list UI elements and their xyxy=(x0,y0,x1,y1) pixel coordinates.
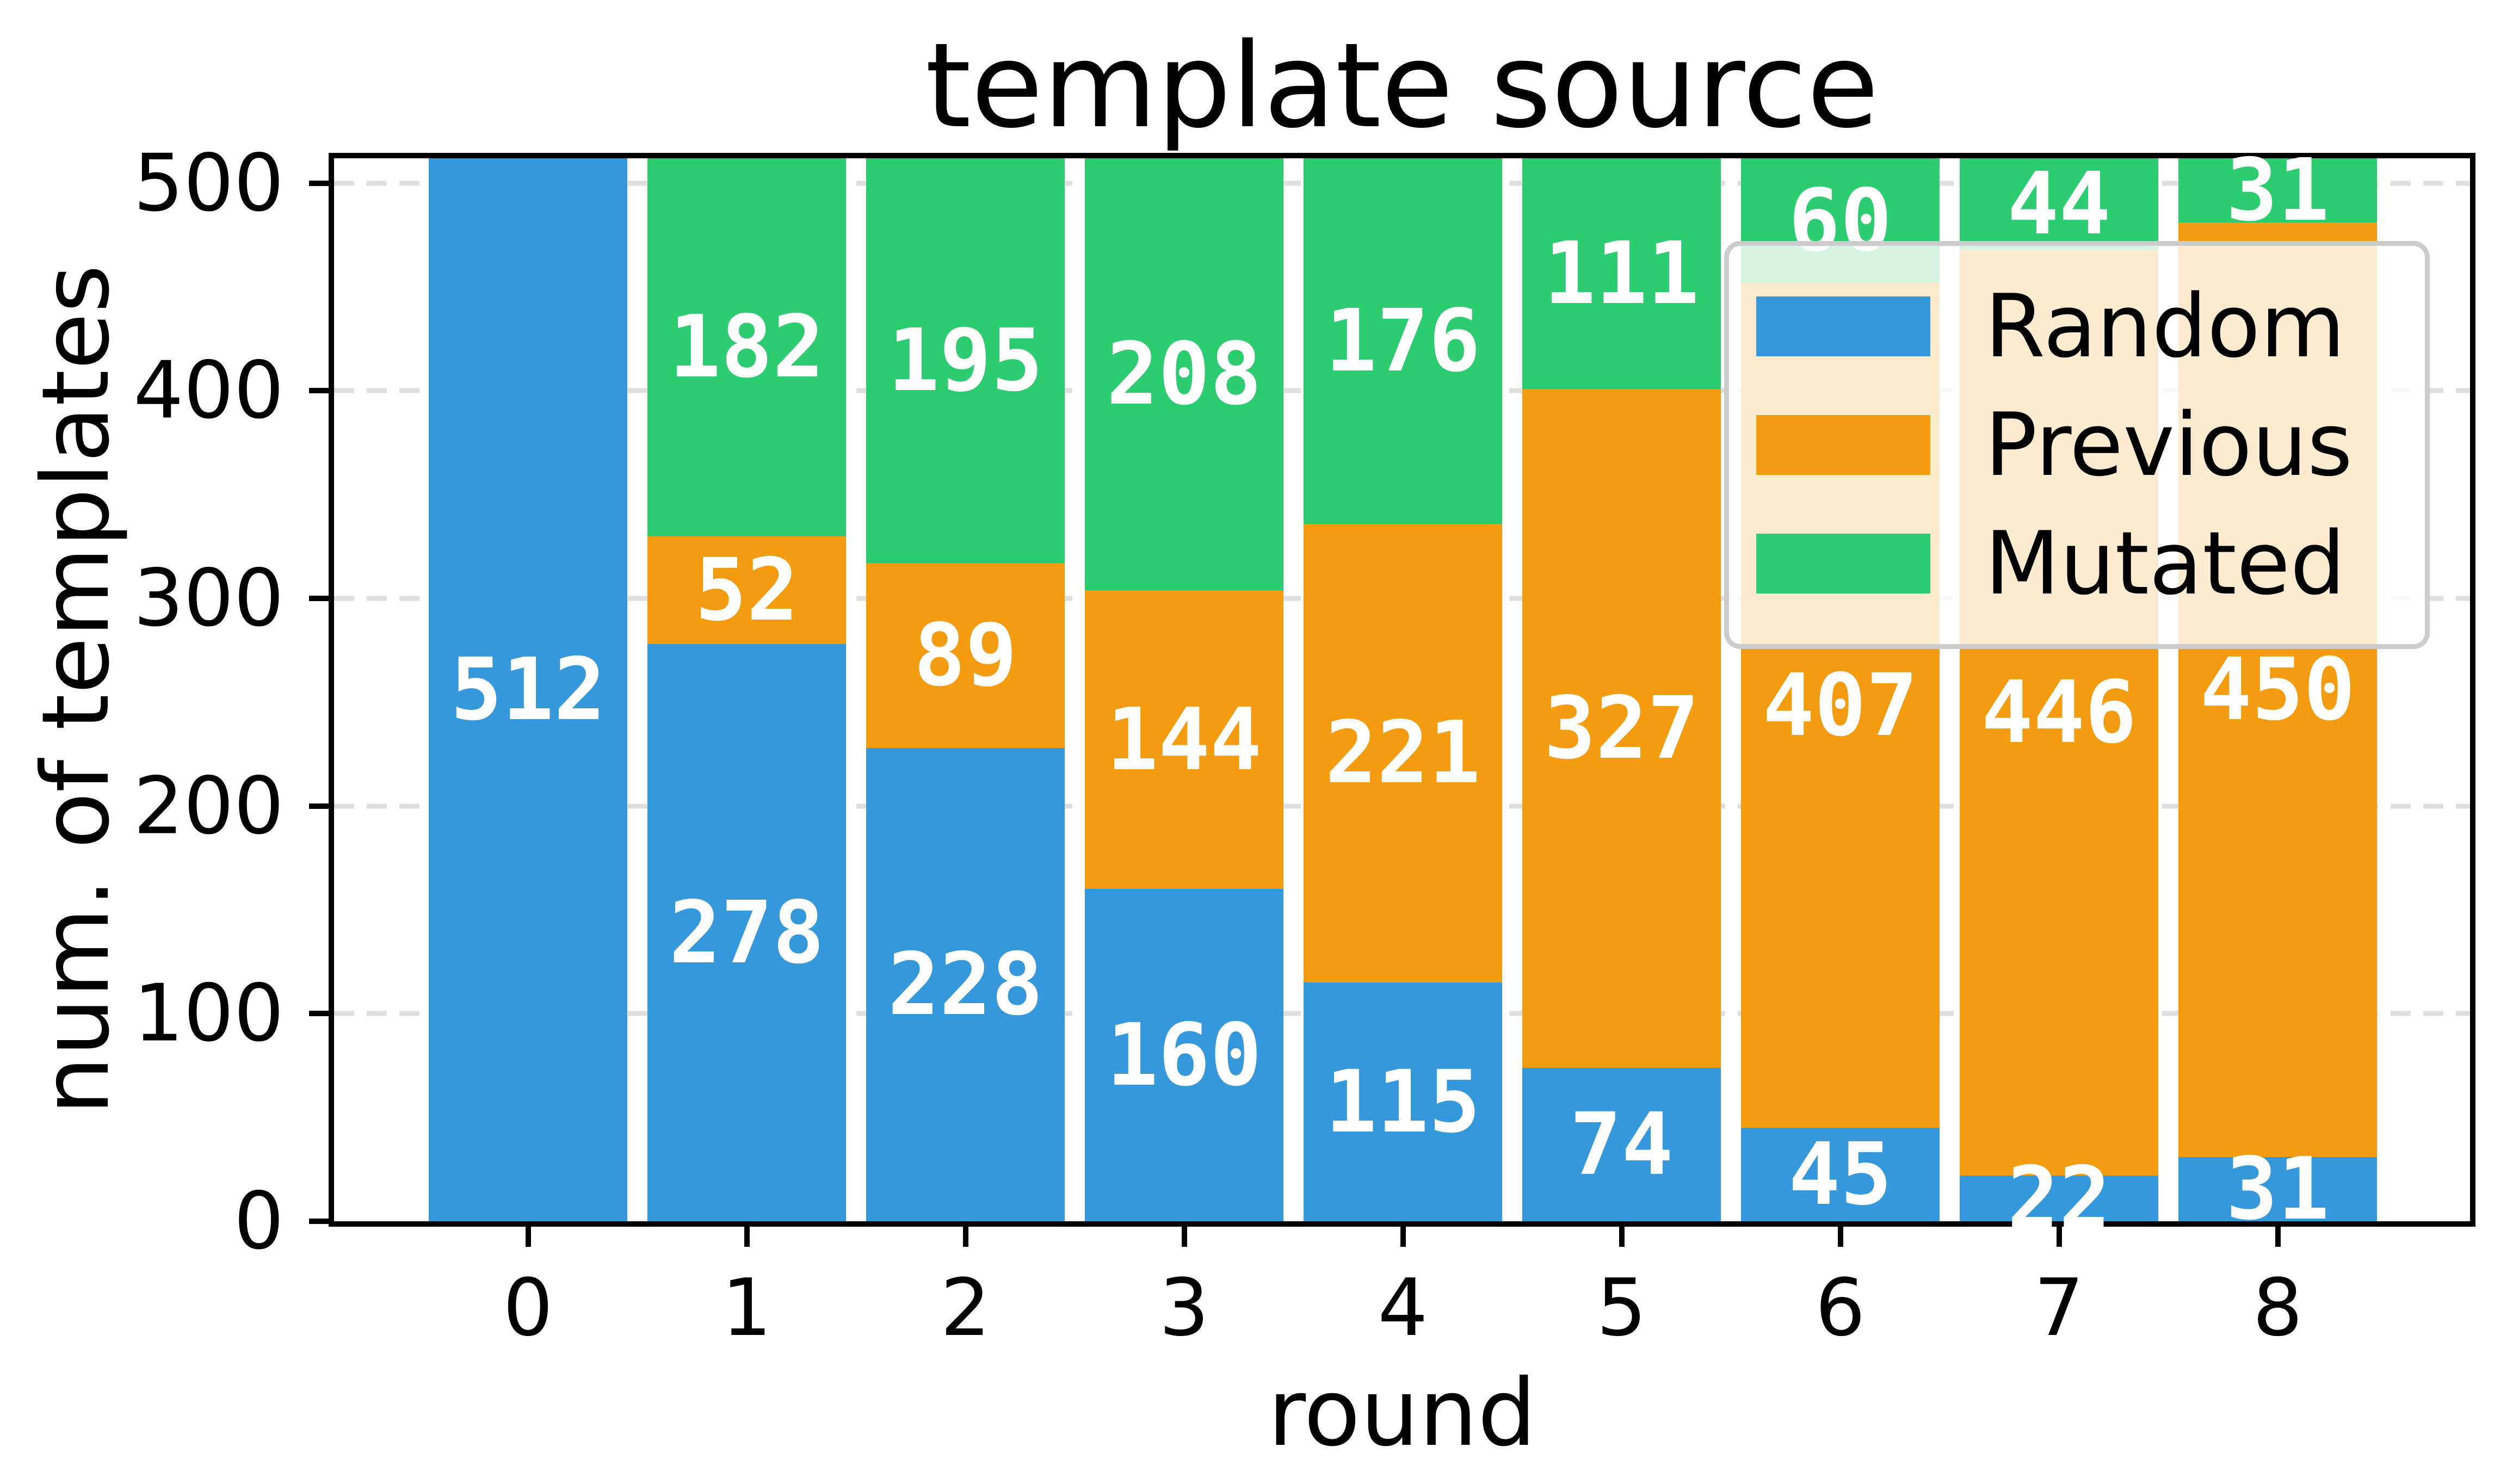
value-label: 44 xyxy=(2007,153,2111,254)
y-tick-mark-300 xyxy=(309,596,329,602)
random-swatch-icon xyxy=(1756,296,1930,356)
segment-mutated-round-5: 111 xyxy=(1522,158,1721,389)
chart-title: template source xyxy=(925,17,1879,154)
legend-item-mutated: Mutated xyxy=(1756,520,2398,607)
value-label: 228 xyxy=(887,934,1044,1035)
value-label: 89 xyxy=(913,605,1017,706)
x-tick-mark-1 xyxy=(744,1227,750,1247)
x-tick-label-8: 8 xyxy=(2252,1262,2303,1354)
value-label: 31 xyxy=(2226,140,2330,241)
segment-mutated-round-8: 31 xyxy=(2178,147,2377,233)
segment-previous-round-4: 221 xyxy=(1304,523,1502,983)
value-label: 74 xyxy=(1570,1094,1674,1195)
value-label: 512 xyxy=(450,640,606,740)
y-tick-label-300: 300 xyxy=(133,552,284,645)
segment-previous-round-3: 144 xyxy=(1085,590,1283,889)
segment-previous-round-5: 327 xyxy=(1522,388,1721,1068)
y-tick-label-200: 200 xyxy=(133,760,284,852)
segment-mutated-round-7: 44 xyxy=(1960,158,2158,250)
x-axis-label: round xyxy=(1268,1359,1536,1467)
value-label: 221 xyxy=(1325,703,1481,803)
value-label: 407 xyxy=(1762,655,1918,756)
segment-random-round-6: 45 xyxy=(1741,1128,1940,1221)
value-label: 446 xyxy=(1981,662,2137,763)
segment-previous-round-2: 89 xyxy=(866,563,1065,748)
value-label: 31 xyxy=(2226,1139,2330,1239)
value-label: 327 xyxy=(1543,678,1700,778)
value-label: 195 xyxy=(887,311,1044,411)
value-label: 52 xyxy=(695,540,799,640)
x-tick-mark-5 xyxy=(1619,1227,1625,1247)
legend-item-random: Random xyxy=(1756,283,2398,370)
legend-item-previous: Previous xyxy=(1756,401,2398,489)
segment-random-round-3: 160 xyxy=(1085,889,1283,1221)
value-label: 45 xyxy=(1788,1124,1892,1225)
bar-round-3: 208 144 160 xyxy=(1085,158,1283,1221)
x-tick-label-2: 2 xyxy=(940,1262,991,1354)
segment-random-round-0: 512 xyxy=(429,158,627,1221)
bar-round-5: 111 327 74 xyxy=(1522,158,1721,1221)
segment-mutated-round-3: 208 xyxy=(1085,158,1283,590)
legend-label-random: Random xyxy=(1985,275,2345,377)
segment-random-round-4: 115 xyxy=(1304,982,1502,1221)
x-tick-label-3: 3 xyxy=(1159,1262,1209,1354)
bars-layer: 512 182 52 278 195 89 228 208 144 160 176 221 115 111… xyxy=(334,147,2470,1241)
segment-mutated-round-1: 182 xyxy=(647,158,846,536)
segment-random-round-8: 31 xyxy=(2178,1146,2377,1232)
value-label: 144 xyxy=(1106,689,1262,790)
x-tick-mark-0 xyxy=(525,1227,531,1247)
segment-previous-round-1: 52 xyxy=(647,536,846,645)
y-tick-mark-400 xyxy=(309,388,329,394)
x-tick-mark-3 xyxy=(1181,1227,1187,1247)
y-tick-label-0: 0 xyxy=(233,1175,284,1267)
x-tick-mark-7 xyxy=(2056,1227,2062,1247)
value-label: 160 xyxy=(1106,1005,1262,1105)
y-tick-mark-500 xyxy=(309,180,329,186)
segment-random-round-1: 278 xyxy=(647,644,846,1221)
segment-random-round-5: 74 xyxy=(1522,1067,1721,1221)
legend-label-previous: Previous xyxy=(1985,394,2353,496)
bar-round-1: 182 52 278 xyxy=(647,158,846,1221)
x-tick-label-1: 1 xyxy=(721,1262,772,1354)
y-tick-mark-200 xyxy=(309,803,329,809)
y-tick-label-400: 400 xyxy=(133,344,284,437)
bar-round-0: 512 xyxy=(429,158,627,1221)
y-tick-mark-0 xyxy=(309,1219,329,1224)
x-tick-mark-2 xyxy=(962,1227,968,1247)
value-label: 176 xyxy=(1325,290,1481,391)
value-label: 182 xyxy=(669,297,825,398)
x-tick-label-0: 0 xyxy=(503,1262,553,1354)
bar-round-2: 195 89 228 xyxy=(866,158,1065,1221)
value-label: 115 xyxy=(1325,1052,1481,1152)
x-tick-mark-4 xyxy=(1400,1227,1406,1247)
x-tick-label-4: 4 xyxy=(1378,1262,1428,1354)
x-tick-label-7: 7 xyxy=(2034,1262,2084,1354)
segment-mutated-round-2: 195 xyxy=(866,158,1065,564)
segment-random-round-7: 22 xyxy=(1960,1155,2158,1241)
y-tick-label-500: 500 xyxy=(133,137,284,230)
segment-mutated-round-4: 176 xyxy=(1304,158,1502,524)
bar-round-4: 176 221 115 xyxy=(1304,158,1502,1221)
value-label: 208 xyxy=(1106,324,1262,424)
x-tick-label-6: 6 xyxy=(1815,1262,1866,1354)
previous-swatch-icon xyxy=(1756,415,1930,475)
value-label: 450 xyxy=(2200,640,2356,740)
y-tick-mark-100 xyxy=(309,1011,329,1017)
value-label: 278 xyxy=(669,882,825,983)
segment-random-round-2: 228 xyxy=(866,747,1065,1221)
legend-label-mutated: Mutated xyxy=(1985,512,2345,614)
x-tick-mark-8 xyxy=(2275,1227,2281,1247)
value-label: 111 xyxy=(1543,223,1700,324)
x-tick-mark-6 xyxy=(1837,1227,1843,1247)
y-tick-label-100: 100 xyxy=(133,967,284,1060)
legend: Random Previous Mutated xyxy=(1724,241,2430,649)
x-tick-label-5: 5 xyxy=(1596,1262,1647,1354)
mutated-swatch-icon xyxy=(1756,534,1930,593)
